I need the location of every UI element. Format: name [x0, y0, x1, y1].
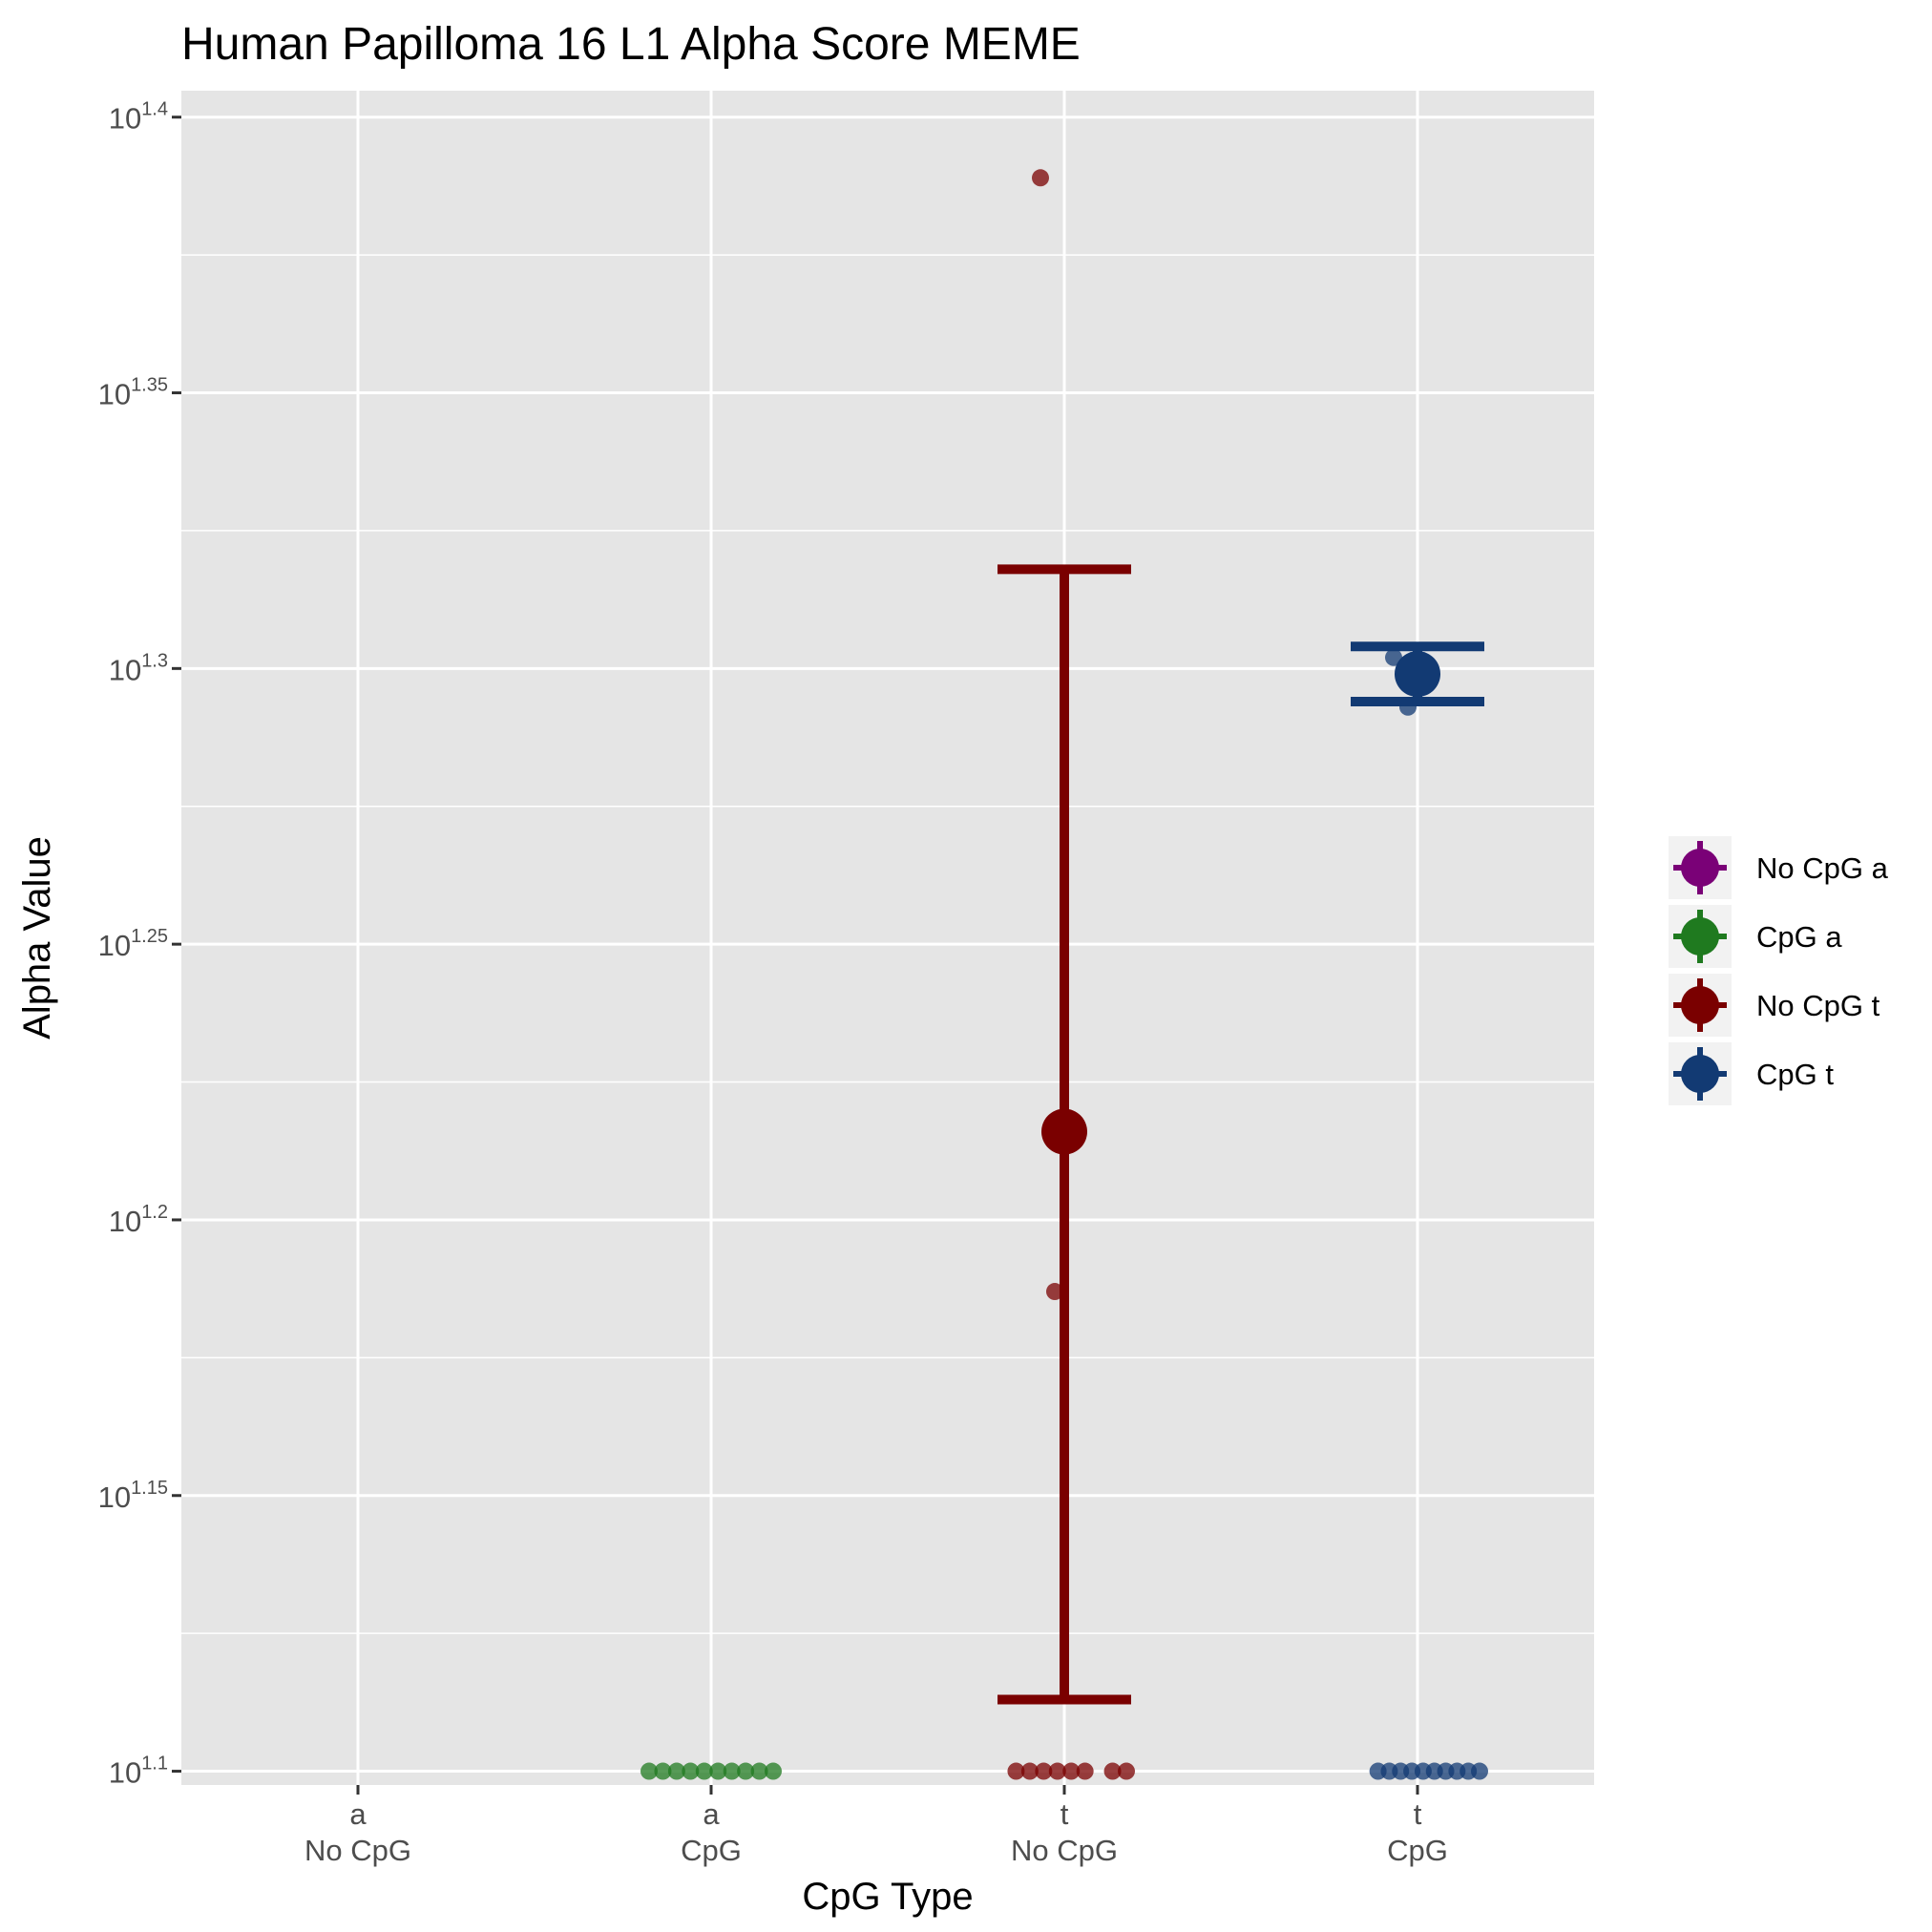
data-point [1007, 1762, 1025, 1780]
mean-point [1041, 1108, 1087, 1155]
legend-label: No CpG a [1756, 851, 1889, 885]
data-point [1076, 1762, 1094, 1780]
x-tick-label: a [703, 1797, 720, 1831]
legend-key-point [1681, 986, 1719, 1024]
y-tick-label: 101.4 [109, 99, 168, 136]
data-point [682, 1762, 700, 1780]
major-gridlines [181, 91, 1594, 1785]
data-point [1103, 1762, 1122, 1780]
y-tick-label: 101.15 [98, 1478, 168, 1514]
data-point [1032, 169, 1049, 187]
data-point [1046, 1283, 1063, 1301]
legend-item: No CpG a [1669, 836, 1889, 899]
series-no-cpg-t [998, 169, 1135, 1780]
data-point [1118, 1762, 1135, 1780]
y-tick-label: 101.1 [109, 1754, 168, 1790]
y-tick-label: 101.25 [98, 926, 168, 962]
data-point [1385, 648, 1402, 666]
y-tick-label: 101.3 [109, 650, 168, 686]
minor-gridlines [181, 254, 1594, 1634]
y-axis: 101.1 101.15 101.2 101.25 101.3 101.35 101.4 [98, 99, 181, 1790]
data-point [667, 1762, 685, 1780]
data-point [1048, 1762, 1066, 1780]
series-cpg-a [640, 1762, 782, 1780]
x-tick-label-group: No CpG [304, 1834, 411, 1867]
legend: No CpG a CpG a No CpG t CpG t [1669, 836, 1889, 1105]
x-tick-label-group: CpG [681, 1834, 742, 1867]
chart-title: Human Papilloma 16 L1 Alpha Score MEME [181, 19, 1081, 70]
data-point [709, 1762, 727, 1780]
data-point [1035, 1762, 1053, 1780]
mean-point [1395, 651, 1440, 698]
x-axis-title: CpG Type [802, 1876, 973, 1918]
data-point [1020, 1762, 1039, 1780]
data-point [1471, 1762, 1488, 1780]
data-point [1062, 1762, 1081, 1780]
legend-label: No CpG t [1756, 989, 1880, 1022]
x-tick-label: t [1414, 1797, 1422, 1831]
legend-item: CpG a [1669, 905, 1842, 968]
y-axis-title: Alpha Value [16, 836, 58, 1040]
y-tick-label: 101.35 [98, 375, 168, 411]
x-tick-label-group: No CpG [1011, 1834, 1118, 1867]
legend-key-point [1681, 1055, 1719, 1093]
data-point [640, 1762, 658, 1780]
legend-label: CpG t [1756, 1058, 1834, 1091]
legend-key-point [1681, 917, 1719, 956]
data-point [737, 1762, 755, 1780]
y-tick-label: 101.2 [109, 1202, 168, 1238]
legend-label: CpG a [1756, 920, 1842, 954]
data-point [695, 1762, 713, 1780]
legend-item: CpG t [1669, 1042, 1834, 1105]
x-tick-label: a [349, 1797, 367, 1831]
data-marks [640, 169, 1488, 1780]
legend-key-point [1681, 849, 1719, 887]
data-point [765, 1762, 782, 1780]
series-cpg-t [1351, 641, 1488, 1780]
plot-panel [181, 91, 1594, 1785]
data-point [723, 1762, 741, 1780]
data-point [750, 1762, 768, 1780]
data-point [654, 1762, 672, 1780]
x-tick-label-group: CpG [1387, 1834, 1448, 1867]
x-tick-label: t [1060, 1797, 1069, 1831]
legend-item: No CpG t [1669, 974, 1880, 1037]
